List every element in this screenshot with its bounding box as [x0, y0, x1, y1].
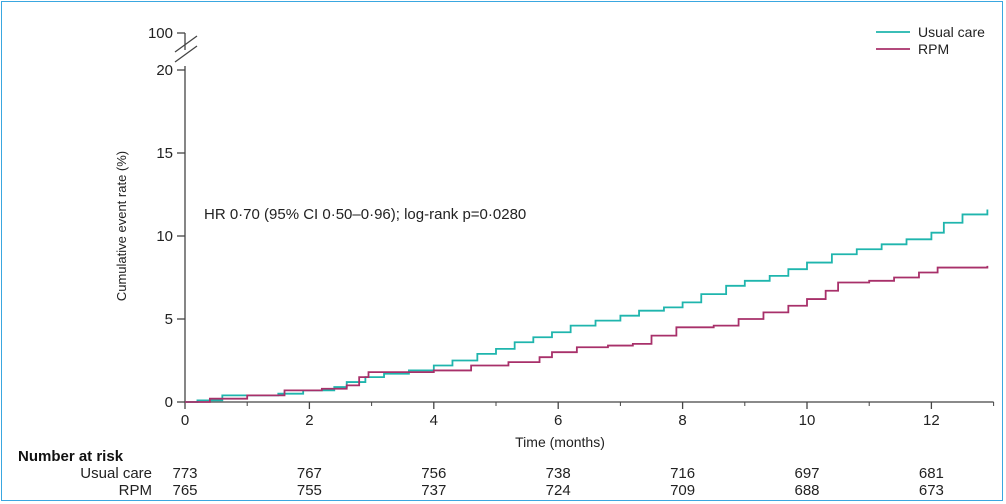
- risk-cell: 767: [297, 465, 322, 482]
- y-axis-label: Cumulative event rate (%): [114, 151, 129, 301]
- risk-cell: 681: [919, 465, 944, 482]
- x-tick-label: 10: [799, 412, 816, 429]
- y-tick-label: 5: [165, 311, 173, 328]
- risk-cell: 755: [297, 482, 322, 499]
- series-line-rpm: [185, 265, 989, 403]
- risk-cell: 773: [172, 465, 197, 482]
- y-tick-label: 15: [156, 145, 173, 162]
- risk-cell: 738: [546, 465, 571, 482]
- x-tick-label: 4: [430, 412, 438, 429]
- legend-label: RPM: [918, 41, 949, 57]
- risk-cell: 688: [794, 482, 819, 499]
- x-tick-label: 2: [305, 412, 313, 429]
- hazard-ratio-annotation: HR 0·70 (95% CI 0·50–0·96); log-rank p=0…: [204, 206, 526, 223]
- risk-cell: 709: [670, 482, 695, 499]
- risk-table: Number at risk Usual care 773 767 756 738 716…: [18, 448, 944, 499]
- x-tick-label: 6: [554, 412, 562, 429]
- risk-table-title: Number at risk: [18, 448, 124, 465]
- x-axis-label: Time (months): [515, 434, 605, 450]
- risk-row-label: RPM: [119, 482, 152, 499]
- series-layer: [185, 209, 989, 403]
- x-tick-label: 12: [923, 412, 940, 429]
- risk-cell: 737: [421, 482, 446, 499]
- axis-break-mark: [174, 35, 198, 53]
- axes: 100 0 5 10 15 20 0 2 4 6 8 10 12: [148, 25, 995, 429]
- risk-row-label: Usual care: [80, 465, 152, 482]
- y-tick-label: 100: [148, 25, 173, 42]
- series-line-usual-care: [185, 209, 989, 403]
- risk-cell: 765: [172, 482, 197, 499]
- risk-cell: 724: [546, 482, 571, 499]
- x-tick-label: 8: [678, 412, 686, 429]
- legend-label: Usual care: [918, 24, 985, 40]
- risk-cell: 716: [670, 465, 695, 482]
- x-tick-label: 0: [181, 412, 189, 429]
- y-tick-label: 0: [165, 394, 173, 411]
- risk-cell: 756: [421, 465, 446, 482]
- y-tick-label: 20: [156, 62, 173, 79]
- risk-cell: 697: [794, 465, 819, 482]
- y-tick-label: 10: [156, 228, 173, 245]
- risk-cell: 673: [919, 482, 944, 499]
- axis-break-mark: [174, 45, 198, 63]
